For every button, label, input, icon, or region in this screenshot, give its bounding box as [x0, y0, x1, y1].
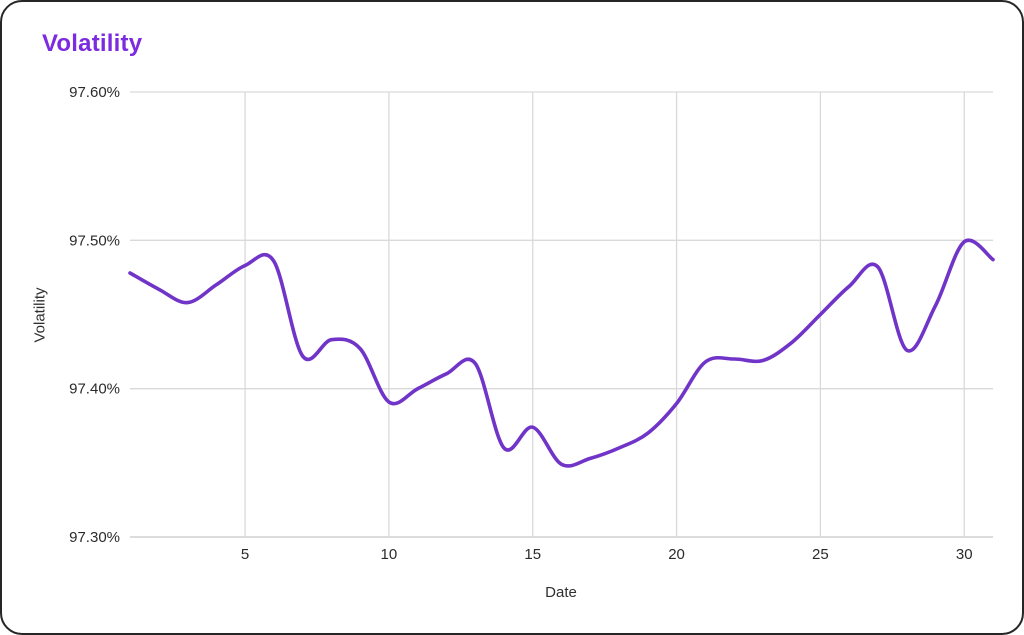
y-tick-label: 97.50% — [69, 232, 120, 249]
y-tick-label: 97.40% — [69, 381, 120, 398]
volatility-series-line — [128, 238, 995, 468]
x-axis-title: Date — [545, 584, 577, 601]
y-axis-title: Volatility — [31, 287, 49, 343]
x-tick-label: 5 — [241, 546, 249, 563]
x-tick-label: 30 — [956, 546, 973, 563]
x-tick-label: 10 — [381, 546, 398, 563]
x-tick-label: 20 — [668, 546, 685, 563]
x-tick-label: 25 — [812, 546, 829, 563]
x-tick-label: 15 — [524, 546, 541, 563]
y-tick-label: 97.30% — [69, 529, 120, 546]
y-tick-label: 97.60% — [69, 84, 120, 101]
chart-title: Volatility — [42, 30, 143, 57]
